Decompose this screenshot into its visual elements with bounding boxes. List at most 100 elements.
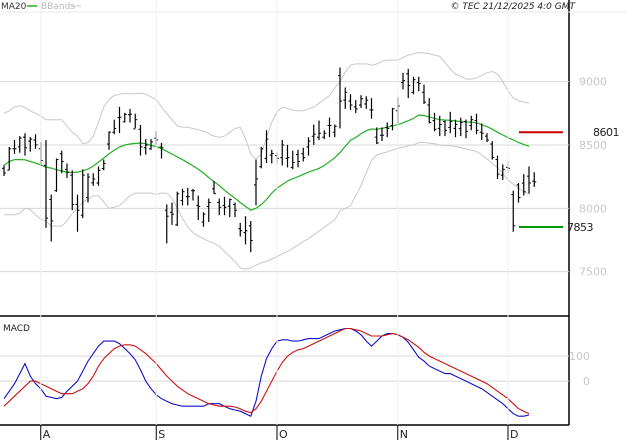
ohlc-bar <box>75 194 80 232</box>
ohlc-bar <box>437 115 442 137</box>
ohlc-bar <box>112 119 117 135</box>
ohlc-bar <box>443 120 447 137</box>
ohlc-bar <box>448 111 453 134</box>
ohlc-bar <box>532 172 537 187</box>
ohlc-bar <box>521 174 526 196</box>
ohlc-bar <box>301 147 306 162</box>
ohlc-bar <box>33 134 38 149</box>
ohlc-bar <box>269 149 274 164</box>
ma20-line <box>3 114 530 211</box>
ohlc-bar <box>227 198 232 218</box>
resistance-level-label: 8601 <box>593 126 619 139</box>
ohlc-bar <box>490 141 495 160</box>
ohlc-bar <box>359 95 363 108</box>
levels-layer: 8601 7853 <box>519 126 620 234</box>
ohlc-bar <box>54 158 59 192</box>
ohlc-bar <box>17 136 22 153</box>
legend-bbands-label: BBands <box>41 2 75 12</box>
price-grid <box>0 81 569 273</box>
bbands-lower-line <box>4 142 530 270</box>
ohlc-bar <box>159 142 164 159</box>
ohlc-bar <box>254 159 258 206</box>
ohlc-bar <box>385 122 390 138</box>
ohlc-bar <box>427 98 432 124</box>
ohlc-bar <box>164 204 169 244</box>
ohlc-bar <box>479 123 484 141</box>
ohlc-bar <box>248 221 253 253</box>
month-label: O <box>279 428 288 440</box>
ohlc-bar <box>285 144 290 168</box>
ohlc-bar <box>353 100 358 113</box>
ohlc-bar <box>59 150 64 174</box>
ohlc-bar <box>322 130 327 140</box>
ohlc-bar <box>138 124 143 156</box>
ohlc-bar <box>175 191 180 226</box>
macd-tick-label: 100 <box>569 350 590 363</box>
ohlc-bar <box>196 195 201 220</box>
ohlc-bar <box>96 166 101 186</box>
ohlc-bar <box>86 173 90 203</box>
ohlc-bar <box>2 165 6 177</box>
ohlc-bar <box>117 106 122 134</box>
ohlc-bar <box>264 130 269 163</box>
ohlc-bar <box>458 117 463 137</box>
ohlc-bar <box>364 96 369 109</box>
ohlc-bar <box>233 202 237 218</box>
ohlc-bar <box>217 198 222 216</box>
ohlc-bar <box>369 98 374 119</box>
ohlc-bar <box>348 94 353 110</box>
support-level-label: 7853 <box>567 221 593 234</box>
ohlc-bar <box>401 72 405 90</box>
ohlc-bar <box>70 170 75 211</box>
ohlc-bar <box>511 190 516 232</box>
ohlc-bar <box>201 212 206 227</box>
ohlc-bar <box>374 127 379 144</box>
price-tick-label: 7500 <box>579 266 607 279</box>
macd-title: MACD <box>3 324 30 334</box>
ohlc-bar <box>238 222 243 237</box>
ohlc-bar <box>306 137 311 156</box>
ohlc-bar <box>206 198 211 223</box>
ohlc-bar <box>411 76 416 95</box>
ohlc-bar <box>65 163 69 179</box>
ohlc-bar <box>474 113 479 135</box>
ohlc-bar <box>332 124 337 138</box>
ohlc-bar <box>390 107 395 131</box>
ohlc-bar <box>243 216 248 245</box>
signal-line <box>3 327 530 415</box>
ohlc-bar <box>133 113 138 130</box>
ohlc-bar <box>143 139 148 155</box>
price-tick-label: 9000 <box>579 76 607 89</box>
ohlc-bar <box>317 120 321 141</box>
ohlc-bar <box>101 159 106 171</box>
month-label: D <box>510 428 518 440</box>
price-panel-frame <box>0 0 627 317</box>
ohlc-bar <box>191 188 195 201</box>
ohlc-bar <box>469 115 474 131</box>
ohlc-bar <box>327 117 332 138</box>
price-tick-label: 8000 <box>579 202 607 215</box>
ohlc-bar <box>180 188 185 206</box>
macd-layer <box>3 327 530 417</box>
ohlc-bar <box>49 194 54 242</box>
ohlc-bar <box>343 87 348 109</box>
ohlc-bar <box>80 169 85 219</box>
ohlc-bar <box>7 146 12 171</box>
ohlc-bar <box>122 112 127 123</box>
ohlc-bar <box>149 139 153 150</box>
ohlc-bar <box>23 133 27 156</box>
ohlc-bar <box>28 137 33 152</box>
ohlc-bar <box>296 149 300 168</box>
ohlc-bar <box>432 112 437 132</box>
macd-tick-labels: 100 0 <box>569 350 590 388</box>
ohlc-bar <box>464 119 468 139</box>
ohlc-bar <box>495 155 500 180</box>
ma20-layer <box>3 114 530 211</box>
ohlc-bar <box>259 146 264 169</box>
ohlc-bar <box>500 164 505 180</box>
ohlc-bar <box>416 76 421 92</box>
ohlc-bar <box>406 68 411 99</box>
ohlc-bar <box>516 183 521 203</box>
